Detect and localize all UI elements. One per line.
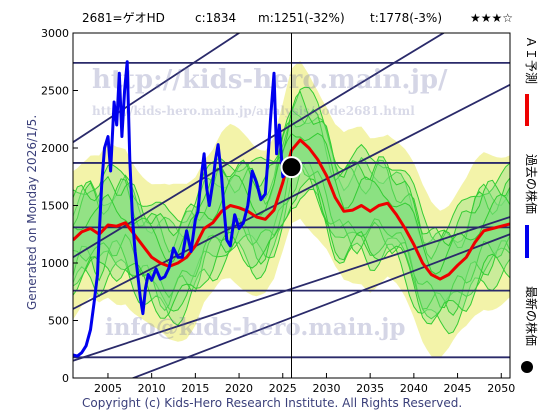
legend-past-label: 過去の株価 [524,154,539,214]
channel-line-3 [73,33,241,144]
y-tick-label: 0 [62,372,69,385]
x-tick-label: 2010 [138,382,166,395]
band-green-4 [73,132,510,325]
watermark-url: http://kids-hero.main.jp/ [92,65,448,95]
band-green-0 [73,108,510,335]
past-price-line [73,60,293,358]
header-current-price: c:1834 [195,11,236,25]
x-tick-label: 2040 [400,382,428,395]
watermark-url-small: http://kids-hero.main.jp/analysis/code26… [92,104,415,118]
x-tick-label: 2020 [225,382,253,395]
legend-latest-swatch [521,361,533,373]
y-tick-label: 1500 [41,200,69,213]
latest-price-dot [280,156,303,179]
header-target-price: t:1778(-3%) [370,11,442,25]
x-tick-label: 2025 [269,382,297,395]
y-tick-label: 2000 [41,142,69,155]
y-tick-label: 500 [48,315,69,328]
x-axis: 2005 2010 2015 2020 2025 2030 2035 2040 2045 2050 [94,373,515,395]
legend-latest-label: 最新の株価 [524,286,539,346]
generated-date-label: Generated on Monday 2026/1/5. [25,115,39,310]
x-tick-label: 2015 [181,382,209,395]
header-rating-stars: ★★★☆ [470,11,513,25]
plot-content: http://kids-hero.main.jp/ http://kids-he… [73,33,510,378]
watermark-email: info@kids-hero.main.jp [105,314,405,341]
x-tick-label: 2045 [444,382,472,395]
y-tick-label: 3000 [41,27,69,40]
x-tick-label: 2030 [312,382,340,395]
header-code-name: 2681=ゲオHD [82,11,165,25]
header-min-price: m:1251(-32%) [258,11,345,25]
y-axis: 0 500 1000 1500 2000 2500 3000 [41,27,78,385]
y-tick-label: 2500 [41,85,69,98]
legend-forecast-label: ＡＩ予測 [524,36,538,84]
y-tick-label: 1000 [41,257,69,270]
x-tick-label: 2050 [487,382,515,395]
legend: ＡＩ予測 過去の株価 最新の株価 [521,36,539,373]
x-tick-label: 2005 [94,382,122,395]
copyright-footer: Copyright (c) Kids-Hero Research Institu… [82,396,462,410]
x-tick-label: 2035 [356,382,384,395]
